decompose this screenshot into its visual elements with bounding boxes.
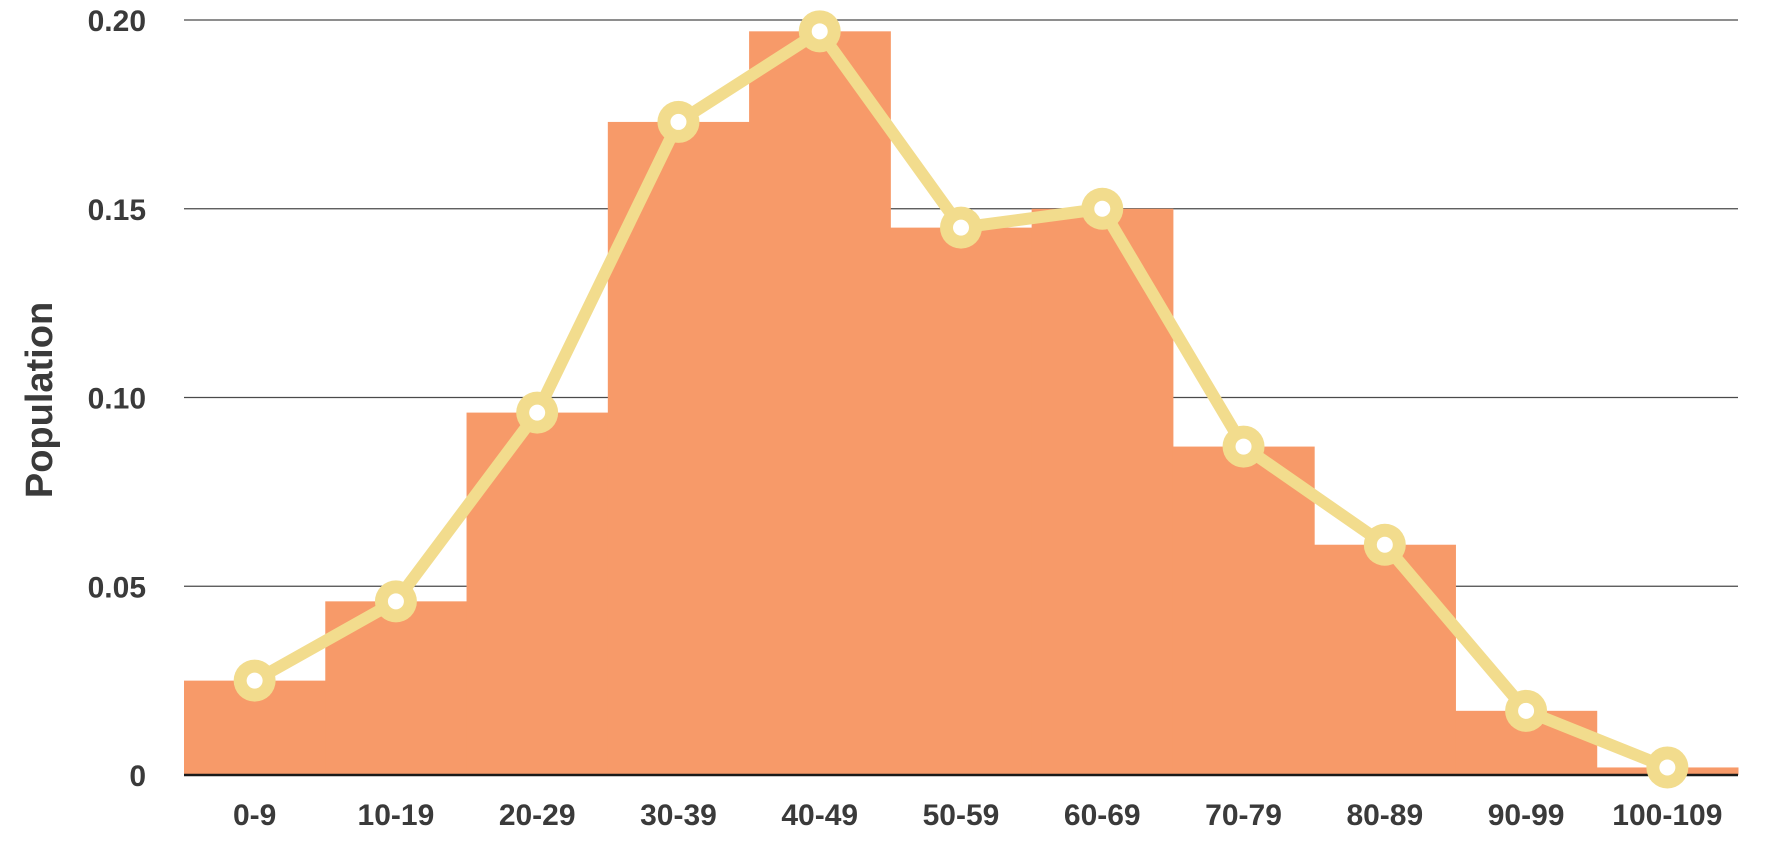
y-axis-title: Population (19, 302, 61, 498)
y-tick-label: 0.10 (88, 383, 146, 416)
histogram-bar (749, 31, 891, 775)
histogram-bar (890, 227, 1033, 775)
y-tick-label: 0.15 (88, 194, 146, 227)
y-tick-label: 0.05 (88, 571, 146, 604)
x-tick-label: 0-9 (233, 799, 276, 832)
series-point (1222, 425, 1265, 468)
series-point (233, 659, 276, 702)
series-point (1363, 523, 1406, 566)
series-point (374, 580, 417, 623)
x-tick-label: 100-109 (1612, 799, 1722, 832)
x-tick-label: 20-29 (499, 799, 576, 832)
y-tick-label: 0.20 (88, 5, 146, 38)
series-point (516, 391, 559, 434)
histogram-bar (1172, 446, 1315, 775)
x-tick-label: 80-89 (1346, 799, 1423, 832)
x-tick-label: 70-79 (1205, 799, 1282, 832)
histogram-bar (466, 412, 609, 775)
y-tick-label: 0 (129, 760, 146, 793)
histogram-bars (184, 31, 1739, 776)
x-tick-label: 90-99 (1488, 799, 1565, 832)
x-tick-label: 50-59 (923, 799, 1000, 832)
x-tick-labels: 0-9 10-19 20-29 30-39 40-49 50-59 60-69 70-79 80… (233, 799, 1722, 832)
series-point (1646, 746, 1689, 789)
x-tick-label: 40-49 (781, 799, 858, 832)
line-series (233, 10, 1689, 789)
series-point (1505, 689, 1548, 732)
series-point (1081, 187, 1124, 230)
x-tick-label: 60-69 (1064, 799, 1141, 832)
y-tick-labels: 0 0.05 0.10 0.15 0.20 (88, 5, 146, 793)
histogram-bar (1314, 544, 1456, 775)
histogram-bar (1031, 208, 1174, 775)
series-point (940, 206, 982, 249)
series-point (657, 100, 700, 143)
series-point (798, 10, 841, 53)
x-tick-label: 10-19 (358, 799, 435, 832)
x-tick-label: 30-39 (640, 799, 717, 832)
